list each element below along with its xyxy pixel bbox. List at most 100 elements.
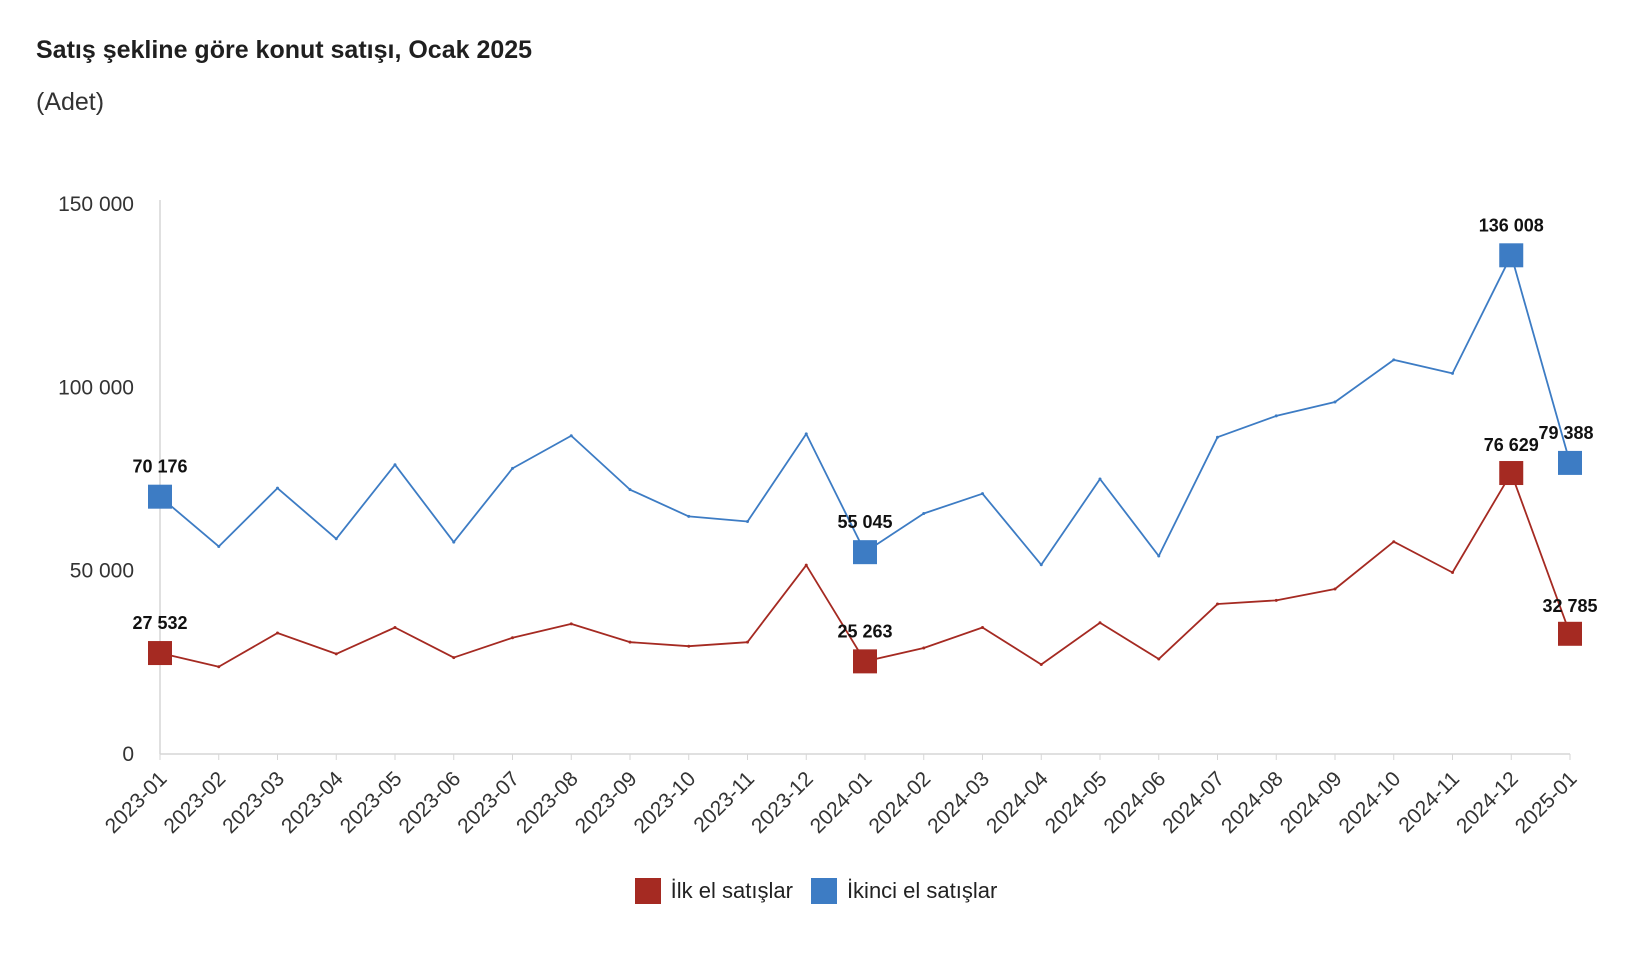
legend-label-ikinci-el: İkinci el satışlar [846,878,998,903]
legend-item-ikinci-el[interactable]: İkinci el satışlar [810,878,998,904]
data-label: 27 532 [132,613,187,633]
x-tick-label: 2023-11 [689,767,759,837]
series-marker [1499,461,1524,486]
data-point [746,640,749,644]
x-tick-label: 2023-02 [160,767,231,838]
data-label: 25 263 [837,621,892,641]
x-tick-label: 2024-12 [1452,767,1523,838]
data-label: 55 045 [837,512,892,532]
legend: İlk el satışlar İkinci el satışlar [0,878,1632,904]
data-point [922,646,926,650]
y-tick-label: 150 000 [58,193,134,216]
data-label: 32 785 [1542,596,1597,616]
y-tick-label: 0 [122,743,134,766]
chart-subtitle: (Adet) [36,88,105,116]
legend-label-ilk-el: İlk el satışlar [670,878,793,903]
legend-swatch-ikinci-el [810,878,837,904]
data-point [334,652,338,656]
data-point [1039,563,1043,567]
data-point [1392,540,1396,544]
x-tick-label: 2024-04 [982,767,1053,838]
data-point [628,640,632,644]
x-tick-label: 2024-03 [923,767,994,838]
data-point [628,488,632,492]
series-marker [1558,450,1582,475]
data-point [1451,371,1454,375]
data-point [217,544,221,548]
x-tick-label: 2024-11 [1394,767,1464,837]
x-tick-label: 2024-10 [1335,767,1406,838]
data-label-layer: 27 532 25 263 76 629 32 785 70 176 55 045 136 … [132,215,1597,641]
legend-swatch-ilk-el [634,878,661,904]
data-point [981,492,984,496]
series-layer [148,243,1582,674]
x-tick-label: 2024-08 [1217,767,1288,838]
x-tick-label: 2024-05 [1041,767,1112,838]
data-point [1157,554,1161,558]
data-point [1274,414,1278,418]
data-point [746,520,749,524]
x-tick-label: 2024-07 [1158,767,1229,838]
data-label: 76 629 [1484,435,1539,455]
data-point [393,463,397,467]
x-tick-label: 2023-03 [218,767,289,838]
data-point [1039,663,1043,667]
data-point [511,466,514,470]
x-tick-label: 2024-06 [1100,767,1171,838]
data-point [452,656,456,660]
y-tick-label: 100 000 [58,376,134,399]
data-point [687,514,691,518]
data-point [1333,400,1337,404]
data-point [511,636,514,640]
series-marker [1499,243,1524,268]
data-point [569,622,573,626]
series-marker [853,649,877,674]
x-tick-label: 2023-12 [747,767,818,838]
x-tick-label: 2023-05 [336,767,407,838]
x-tick-label: 2023-01 [101,767,172,838]
data-point [393,626,397,629]
data-point [1392,358,1396,362]
series-marker [853,540,877,565]
x-tick-label: 2024-02 [865,767,936,838]
x-tick-label: 2024-09 [1276,767,1347,838]
data-point [217,665,221,669]
x-tick-label: 2025-01 [1511,767,1582,838]
y-tick-label: 50 000 [70,560,134,583]
data-label: 70 176 [132,457,187,477]
data-point [981,626,984,629]
data-point [1098,477,1102,481]
x-tick-label: 2023-09 [571,767,642,838]
x-tick-label: 2023-06 [395,767,466,838]
data-point [1157,657,1161,661]
x-tick-label: 2023-04 [277,767,348,838]
data-point [1333,587,1337,591]
data-point [452,540,456,544]
x-tick-label: 2023-07 [453,767,524,838]
data-point [922,511,926,515]
data-point [1216,602,1219,606]
data-point [569,434,573,438]
data-point [1098,621,1102,625]
chart-title: Satış şekline göre konut satışı, Ocak 20… [36,36,533,64]
data-point [1451,571,1454,574]
data-point [334,537,338,541]
legend-item-ilk-el[interactable]: İlk el satışlar [634,878,793,904]
data-label: 79 388 [1538,423,1593,443]
data-point [276,631,279,635]
data-point [687,644,691,648]
x-tick-label: 2023-08 [512,767,583,838]
series-marker [148,641,172,666]
series-marker [148,484,172,509]
data-point [276,486,279,490]
data-point [1274,598,1278,602]
x-tick-label: 2024-01 [806,767,877,838]
series-marker [1558,621,1582,646]
data-point [1216,435,1219,439]
data-point [804,563,808,567]
data-point [804,432,808,436]
data-label: 136 008 [1479,215,1544,235]
x-tick-label: 2023-10 [630,767,701,838]
